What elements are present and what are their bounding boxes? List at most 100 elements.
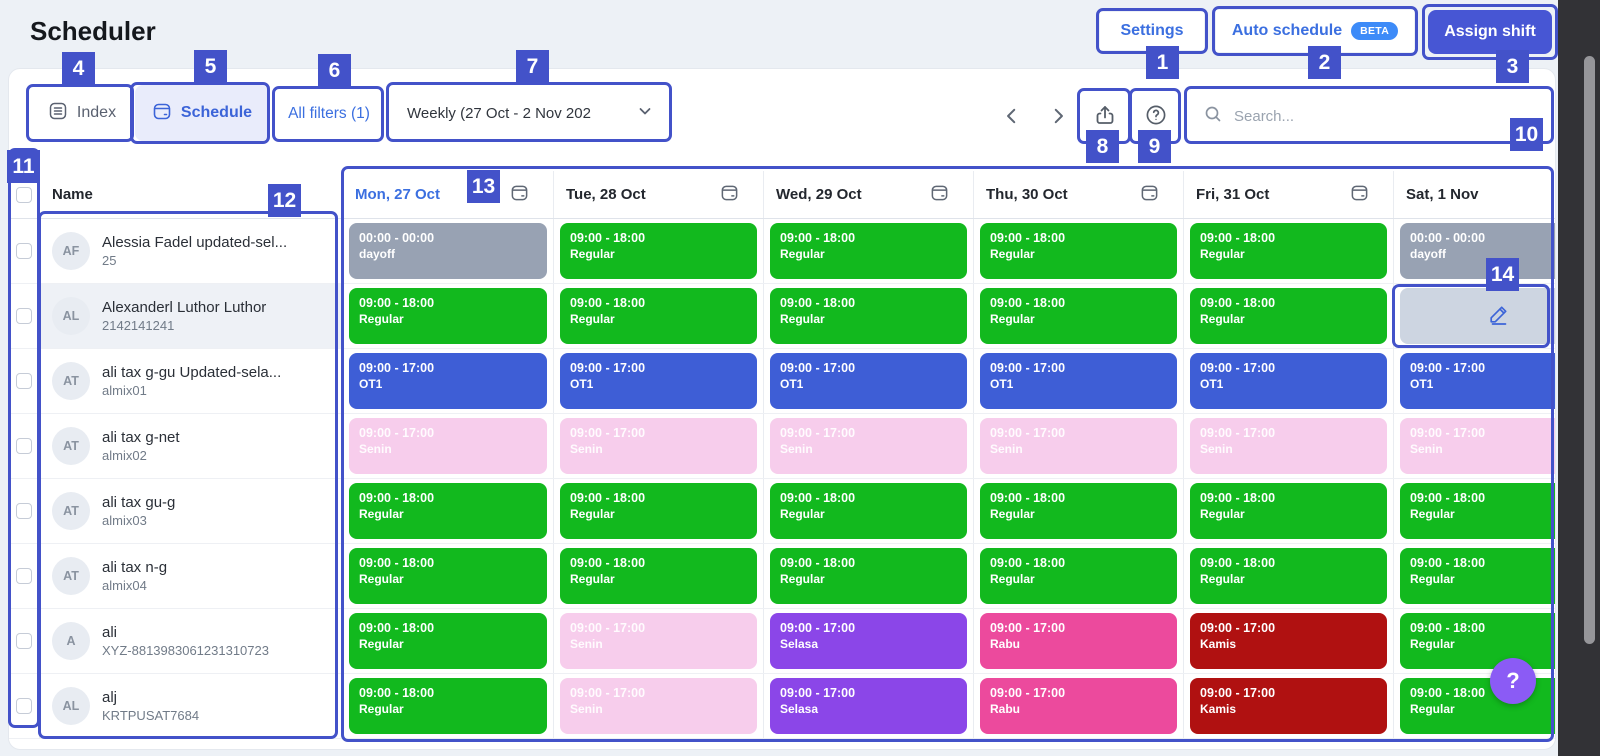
shift-pill[interactable]: 09:00 - 17:00 OT1 xyxy=(770,353,967,409)
shift-pill[interactable]: 09:00 - 18:00 Regular xyxy=(1400,548,1555,604)
day-header-6[interactable]: Sat, 1 Nov xyxy=(1393,171,1555,218)
shift-pill[interactable]: 09:00 - 18:00 Regular xyxy=(560,548,757,604)
shift-pill[interactable]: 09:00 - 18:00 Regular xyxy=(980,223,1177,279)
tab-index[interactable]: Index xyxy=(31,87,133,139)
shift-pill[interactable]: 09:00 - 18:00 Regular xyxy=(770,548,967,604)
shift-cell: 09:00 - 17:00 Senin xyxy=(763,414,973,478)
employee-name-cell[interactable]: AT ali tax g-gu Updated-sela... almix01 xyxy=(39,349,342,413)
shift-pill[interactable]: 09:00 - 17:00 Selasa xyxy=(770,678,967,734)
auto-schedule-button[interactable]: Auto schedule BETA xyxy=(1216,10,1414,52)
next-week-button[interactable] xyxy=(1045,103,1071,129)
shift-pill[interactable]: 09:00 - 17:00 Senin xyxy=(980,418,1177,474)
shift-pill[interactable]: 09:00 - 18:00 Regular xyxy=(770,223,967,279)
row-checkbox[interactable] xyxy=(16,308,32,324)
edit-shift-cell[interactable] xyxy=(1400,288,1555,344)
row-checkbox[interactable] xyxy=(16,698,32,714)
shift-pill[interactable]: 00:00 - 00:00 dayoff xyxy=(349,223,547,279)
shift-pill[interactable]: 09:00 - 18:00 Regular xyxy=(980,483,1177,539)
day-calendar-icon[interactable] xyxy=(720,183,739,207)
shift-pill[interactable]: 09:00 - 17:00 Senin xyxy=(560,613,757,669)
shift-pill[interactable]: 09:00 - 17:00 OT1 xyxy=(349,353,547,409)
shift-pill[interactable]: 00:00 - 00:00 dayoff xyxy=(1400,223,1555,279)
shift-time: 09:00 - 17:00 xyxy=(1200,426,1276,440)
shift-pill[interactable]: 09:00 - 17:00 OT1 xyxy=(980,353,1177,409)
shift-pill[interactable]: 09:00 - 17:00 Senin xyxy=(770,418,967,474)
shift-pill[interactable]: 09:00 - 17:00 Rabu xyxy=(980,613,1177,669)
settings-button[interactable]: Settings xyxy=(1100,12,1204,50)
prev-week-button[interactable] xyxy=(999,103,1025,129)
shift-pill[interactable]: 09:00 - 18:00 Regular xyxy=(980,548,1177,604)
day-header-1[interactable]: Mon, 27 Oct xyxy=(342,171,553,218)
shift-pill[interactable]: 09:00 - 18:00 Regular xyxy=(349,548,547,604)
row-checkbox[interactable] xyxy=(16,373,32,389)
shift-pill[interactable]: 09:00 - 18:00 Regular xyxy=(1190,288,1387,344)
shift-pill[interactable]: 09:00 - 17:00 OT1 xyxy=(1400,353,1555,409)
row-checkbox[interactable] xyxy=(16,633,32,649)
scrollbar-thumb[interactable] xyxy=(1584,56,1595,644)
shift-pill[interactable]: 09:00 - 17:00 Senin xyxy=(1400,418,1555,474)
employee-name-cell[interactable]: AF Alessia Fadel updated-sel... 25 xyxy=(39,219,342,283)
row-checkbox[interactable] xyxy=(16,438,32,454)
shift-label: Regular xyxy=(990,312,1035,327)
day-header-3[interactable]: Wed, 29 Oct xyxy=(763,171,973,218)
shift-pill[interactable]: 09:00 - 18:00 Regular xyxy=(1190,548,1387,604)
search-input[interactable] xyxy=(1234,107,1537,125)
employee-name-cell[interactable]: AL alj KRTPUSAT7684 xyxy=(39,674,342,738)
shift-pill[interactable]: 09:00 - 18:00 Regular xyxy=(1190,483,1387,539)
shift-pill[interactable]: 09:00 - 18:00 Regular xyxy=(560,483,757,539)
shift-pill[interactable]: 09:00 - 18:00 Regular xyxy=(560,223,757,279)
shift-pill[interactable]: 09:00 - 17:00 Kamis xyxy=(1190,678,1387,734)
row-checkbox[interactable] xyxy=(16,243,32,259)
day-header-2[interactable]: Tue, 28 Oct xyxy=(553,171,763,218)
shift-pill[interactable]: 09:00 - 18:00 Regular xyxy=(1190,223,1387,279)
shift-pill[interactable]: 09:00 - 17:00 Selasa xyxy=(770,613,967,669)
shift-pill[interactable]: 09:00 - 17:00 Senin xyxy=(560,678,757,734)
shift-pill[interactable]: 09:00 - 18:00 Regular xyxy=(770,483,967,539)
day-header-4[interactable]: Thu, 30 Oct xyxy=(973,171,1183,218)
tab-schedule[interactable]: Schedule xyxy=(135,85,269,141)
employee-name: ali xyxy=(102,623,118,641)
day-calendar-icon[interactable] xyxy=(510,183,529,207)
shift-time: 09:00 - 18:00 xyxy=(1410,621,1486,635)
all-filters-button[interactable]: All filters (1) xyxy=(277,91,381,137)
shift-cell: 09:00 - 17:00 OT1 xyxy=(553,349,763,413)
day-calendar-icon[interactable] xyxy=(1140,183,1159,207)
row-checkbox[interactable] xyxy=(16,503,32,519)
shift-pill[interactable]: 09:00 - 17:00 Kamis xyxy=(1190,613,1387,669)
shift-time: 09:00 - 18:00 xyxy=(570,491,646,505)
shift-pill[interactable]: 09:00 - 17:00 Senin xyxy=(560,418,757,474)
shift-time: 09:00 - 18:00 xyxy=(1200,556,1276,570)
day-calendar-icon[interactable] xyxy=(1350,183,1369,207)
shift-pill[interactable]: 09:00 - 17:00 Senin xyxy=(1190,418,1387,474)
shift-pill[interactable]: 09:00 - 18:00 Regular xyxy=(349,483,547,539)
week-selector[interactable]: Weekly (27 Oct - 2 Nov 202 xyxy=(391,87,669,139)
shift-pill[interactable]: 09:00 - 18:00 Regular xyxy=(1400,613,1555,669)
row-checkbox[interactable] xyxy=(16,568,32,584)
shift-time: 09:00 - 18:00 xyxy=(1410,556,1486,570)
shift-pill[interactable]: 09:00 - 18:00 Regular xyxy=(980,288,1177,344)
assign-shift-button[interactable]: Assign shift xyxy=(1428,10,1552,54)
employee-name-cell[interactable]: AT ali tax gu-g almix03 xyxy=(39,479,342,543)
shift-pill[interactable]: 09:00 - 17:00 Senin xyxy=(349,418,547,474)
shift-pill[interactable]: 09:00 - 18:00 Regular xyxy=(560,288,757,344)
shift-pill[interactable]: 09:00 - 18:00 Regular xyxy=(770,288,967,344)
day-header-5[interactable]: Fri, 31 Oct xyxy=(1183,171,1393,218)
floating-help-button[interactable]: ? xyxy=(1490,658,1536,704)
shift-cell: 09:00 - 17:00 Kamis xyxy=(1183,609,1393,673)
shift-pill[interactable]: 09:00 - 17:00 Rabu xyxy=(980,678,1177,734)
shift-pill[interactable]: 09:00 - 18:00 Regular xyxy=(1400,483,1555,539)
index-list-icon xyxy=(48,101,68,126)
shift-pill[interactable]: 09:00 - 17:00 OT1 xyxy=(560,353,757,409)
select-all-checkbox[interactable] xyxy=(16,186,32,203)
employee-name-cell[interactable]: AL Alexanderl Luthor Luthor 2142141241 xyxy=(39,284,342,348)
shift-pill[interactable]: 09:00 - 18:00 Regular xyxy=(349,288,547,344)
shift-pill[interactable]: 09:00 - 18:00 Regular xyxy=(349,678,547,734)
shift-pill[interactable]: 09:00 - 17:00 OT1 xyxy=(1190,353,1387,409)
employee-id: almix01 xyxy=(102,383,147,399)
employee-name-cell[interactable]: AT ali tax n-g almix04 xyxy=(39,544,342,608)
shift-pill[interactable]: 09:00 - 18:00 Regular xyxy=(349,613,547,669)
employee-name-cell[interactable]: AT ali tax g-net almix02 xyxy=(39,414,342,478)
day-calendar-icon[interactable] xyxy=(930,183,949,207)
